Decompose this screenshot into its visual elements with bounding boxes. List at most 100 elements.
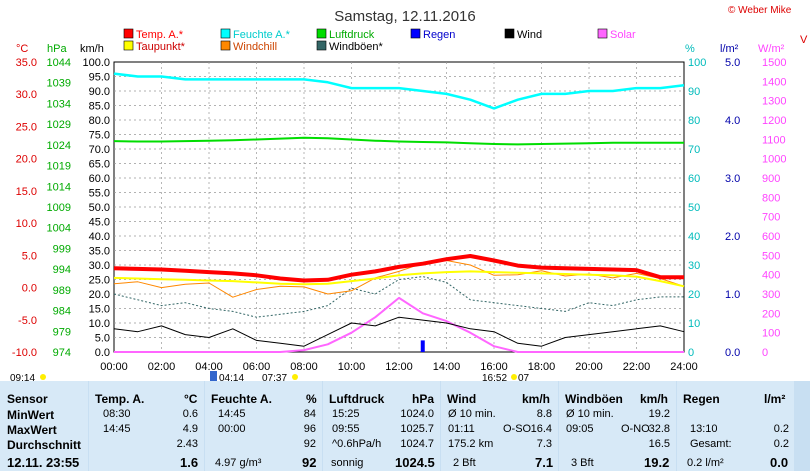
tick-percent: 100 [688, 57, 706, 69]
header-luftdruck-unit: hPa [412, 392, 435, 406]
windboeen-value: 19.2 [648, 408, 670, 420]
tick-kmh: 10.0 [89, 318, 110, 330]
copyright-text: © Weber Mike [728, 5, 792, 16]
tick-percent: 0 [688, 347, 694, 359]
legend: Temp. A.* Feuchte A.* Luftdruck Regen Wind So… [123, 28, 636, 53]
tick-hpa: 1024 [47, 140, 71, 152]
unit-kmh: km/h [80, 43, 104, 55]
wind-value: 8.8 [536, 408, 552, 420]
windboeen-time: 09:05 [566, 423, 594, 435]
tick-lm2: 4.0 [725, 115, 740, 127]
tick-hpa: 989 [53, 285, 71, 297]
series-lines [113, 72, 685, 353]
wind-direction: O-SO [503, 423, 532, 435]
tick-kmh: 50.0 [89, 202, 110, 214]
current-windboeen-note: 3 Bft [571, 457, 594, 469]
temp-value: 2.43 [176, 438, 198, 450]
tick-kmh: 45.0 [89, 217, 110, 229]
current-wind-note: 2 Bft [453, 457, 476, 469]
tick-hpa: 1004 [47, 223, 71, 235]
unit-lm2: l/m² [720, 43, 739, 55]
windboeen-time: Ø 10 min. [566, 408, 614, 420]
header-regen: Regen [683, 392, 720, 406]
tick-hpa: 1014 [47, 181, 71, 193]
tick-hpa: 1044 [47, 57, 71, 69]
luftdruck-value: 1024.7 [400, 438, 434, 450]
tick-hpa: 979 [53, 326, 71, 338]
sun-markers: 09:14 04:14 07:37 16:52 07 [10, 371, 530, 381]
luftdruck-value: 1024.0 [400, 408, 434, 420]
tick-celsius: 0.0 [22, 283, 37, 295]
tick-percent: 30 [688, 260, 700, 272]
rain-bar [420, 340, 425, 352]
header-wind: Wind [447, 392, 477, 406]
tick-wm2: 200 [762, 308, 780, 320]
tick-kmh: 60.0 [89, 173, 110, 185]
tick-percent: 50 [688, 202, 700, 214]
tick-x: 22:00 [623, 361, 651, 373]
tick-kmh: 100.0 [82, 57, 110, 69]
partial-label: V [800, 34, 808, 46]
windboeen-value: 32.8 [648, 423, 670, 435]
tick-wm2: 0 [762, 347, 768, 359]
series-solar [114, 296, 684, 353]
tick-celsius: -5.0 [18, 315, 37, 327]
legend-swatch [504, 28, 515, 39]
tick-celsius: 25.0 [16, 121, 37, 133]
tick-hpa: 1029 [47, 119, 71, 131]
tick-lm2: 5.0 [725, 57, 740, 69]
header-feuchte-unit: % [306, 392, 317, 406]
wind-value: 7.3 [536, 438, 552, 450]
legend-label: Temp. A.* [136, 29, 184, 41]
tick-celsius: 10.0 [16, 218, 37, 230]
row-label: MaxWert [7, 423, 57, 437]
luftdruck-time: 15:25 [332, 408, 360, 420]
luftdruck-value: 1025.7 [400, 423, 434, 435]
tick-kmh: 40.0 [89, 231, 110, 243]
header-wind-unit: km/h [522, 392, 551, 406]
tick-kmh: 80.0 [89, 115, 110, 127]
tick-kmh: 85.0 [89, 101, 110, 113]
current-regen: 0.0 [770, 455, 789, 470]
feuchte-time: 00:00 [218, 423, 246, 435]
tick-kmh: 30.0 [89, 260, 110, 272]
tick-lm2: 1.0 [725, 289, 740, 301]
tick-wm2: 1500 [762, 57, 786, 69]
sunset-icon [511, 374, 517, 380]
legend-swatch [597, 28, 608, 39]
luftdruck-time: ^0.6hPa/h [332, 438, 382, 450]
feuchte-value: 96 [303, 423, 316, 435]
tick-hpa: 999 [53, 243, 71, 255]
tick-x: 08:00 [290, 361, 318, 373]
tick-percent: 80 [688, 115, 700, 127]
tick-x: 06:00 [243, 361, 271, 373]
tick-kmh: 35.0 [89, 246, 110, 258]
series-taupunkt [113, 270, 685, 288]
tick-hpa: 1039 [47, 78, 71, 90]
tick-percent: 70 [688, 144, 700, 156]
tick-celsius: 5.0 [22, 250, 37, 262]
tick-lm2: 3.0 [725, 173, 740, 185]
tick-hpa: 1019 [47, 161, 71, 173]
tick-x: 02:00 [148, 361, 176, 373]
tick-kmh: 20.0 [89, 289, 110, 301]
tick-wm2: 500 [762, 250, 780, 262]
tick-percent: 20 [688, 289, 700, 301]
regen-time: Gesamt: [690, 438, 732, 450]
legend-swatch [410, 28, 421, 39]
tick-lm2: 0.0 [725, 347, 740, 359]
tick-wm2: 300 [762, 289, 780, 301]
grid [114, 62, 684, 352]
tick-wm2: 700 [762, 212, 780, 224]
tick-hpa: 1034 [47, 98, 71, 110]
tick-wm2: 1100 [762, 134, 786, 146]
moonset-time: 07 [518, 373, 530, 381]
current-wind: 7.1 [535, 455, 554, 470]
tick-x: 16:00 [480, 361, 508, 373]
moon-icon [210, 371, 217, 381]
tick-percent: 40 [688, 231, 700, 243]
tick-wm2: 600 [762, 231, 780, 243]
tick-x: 04:00 [195, 361, 223, 373]
tick-wm2: 1300 [762, 96, 786, 108]
chart-title: Samstag, 12.11.2016 [334, 8, 476, 25]
